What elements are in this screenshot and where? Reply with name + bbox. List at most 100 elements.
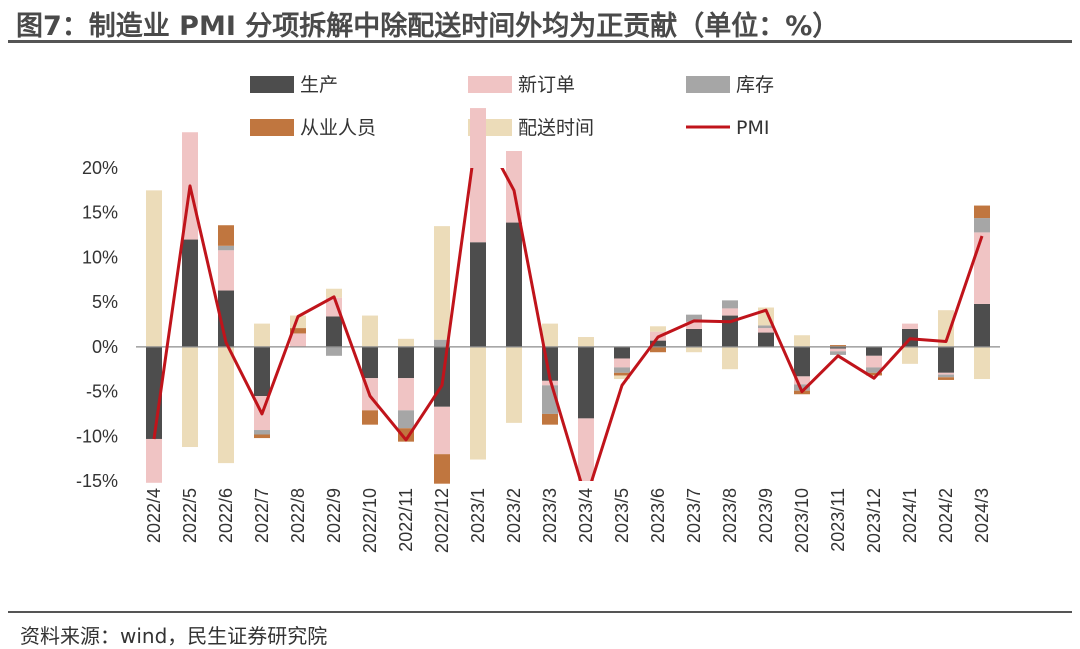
legend-label: 生产 [300,74,338,96]
x-tick-label: 2023/4 [576,488,596,543]
bar-inventory [614,367,630,373]
legend-label: 配送时间 [518,117,594,139]
bar-production [218,290,234,347]
x-axis: 2022/4 2022/5 2022/6 2022/7 2022/8 2022/9 2022… [144,488,992,553]
bar-new_orders [218,250,234,291]
bar-inventory [830,351,846,355]
bar-new_orders [722,308,738,316]
x-tick-label: 2023/2 [504,488,524,543]
legend-swatch [468,76,512,93]
bar-delivery [650,326,666,332]
bar-production [578,346,594,419]
title-rule [8,40,1072,43]
legend-item-pmi: PMI [686,117,769,139]
bar-inventory [218,245,234,251]
bar-production [650,340,666,347]
figure-title: 图7：制造业 PMI 分项拆解中除配送时间外均为正贡献（单位：%） [16,11,840,42]
bar-new_orders [578,418,594,481]
bar-delivery [182,346,198,448]
x-tick-label: 2023/1 [468,488,488,543]
bar-production [686,328,702,347]
bar-production [794,346,810,377]
bar-employment [542,413,558,425]
x-tick-label: 2023/10 [792,488,812,553]
bar-delivery [362,315,378,347]
y-tick-label: -15% [76,471,118,491]
bar-inventory [686,314,702,322]
bar-inventory [974,218,990,233]
bar-employment [254,434,270,439]
bar-delivery [722,346,738,370]
bar-inventory [434,339,450,347]
legend-label: 从业人员 [300,117,376,139]
x-tick-label: 2023/5 [612,488,632,543]
x-tick-label: 2022/8 [288,488,308,543]
pmi-line [152,168,984,481]
bar-delivery [938,310,954,347]
bar-delivery [686,346,702,353]
x-tick-label: 2023/6 [648,488,668,543]
bar-delivery [578,337,594,347]
bar-production [614,346,630,359]
bar-inventory [326,346,342,356]
bar-new_orders [470,108,486,243]
bar-inventory [866,367,882,373]
bar-production [938,346,954,373]
y-tick-label: -10% [76,426,118,446]
y-tick-label: -5% [86,382,118,402]
bar-new_orders [398,378,414,411]
y-tick-label: 5% [92,292,118,312]
x-tick-label: 2022/11 [396,488,416,552]
bar-employment [866,372,882,376]
bar-new_orders [794,376,810,385]
bar-new_orders [434,406,450,455]
y-tick-label: 0% [92,337,118,357]
bar-production [722,315,738,347]
legend-item-employment: 从业人员 [250,117,376,139]
bar-new_orders [758,328,774,333]
bar-delivery [614,375,630,380]
bar-employment [974,205,990,219]
bar-employment [218,225,234,246]
bar-delivery [218,346,234,464]
x-tick-label: 2022/5 [180,488,200,543]
x-tick-label: 2022/6 [216,488,236,543]
bar-delivery [974,346,990,380]
x-tick-label: 2022/7 [252,488,272,543]
bar-new_orders [866,355,882,368]
x-tick-label: 2023/12 [864,488,884,553]
legend-swatch [250,76,294,93]
bar-new_orders [614,358,630,368]
legend-item-delivery: 配送时间 [468,117,594,139]
pmi-line-layer [152,168,984,481]
x-tick-label: 2023/11 [828,488,848,552]
x-tick-label: 2022/10 [360,488,380,553]
bar-production [830,346,846,349]
bar-employment [830,345,846,347]
bar-delivery [146,190,162,347]
bar-production [254,346,270,397]
bars [146,108,990,484]
bar-delivery [902,346,918,364]
y-tick-label: 10% [82,247,118,267]
legend-swatch [686,76,730,93]
bar-delivery [326,288,342,298]
bar-employment [938,377,954,380]
legend-item-inventory: 库存 [686,74,774,96]
x-tick-label: 2024/3 [972,488,992,543]
legend-item-production: 生产 [250,74,338,96]
bar-employment [614,372,630,376]
source-rule [8,611,1072,613]
bar-new_orders [686,321,702,329]
bar-production [470,242,486,347]
bar-new_orders [146,438,162,483]
x-tick-label: 2024/1 [900,488,920,543]
bar-new_orders [902,323,918,329]
x-tick-label: 2022/12 [432,488,452,553]
bar-production [182,239,198,347]
bar-delivery [794,335,810,347]
bar-employment [290,328,306,334]
bar-production [974,303,990,347]
bar-employment [650,346,666,353]
